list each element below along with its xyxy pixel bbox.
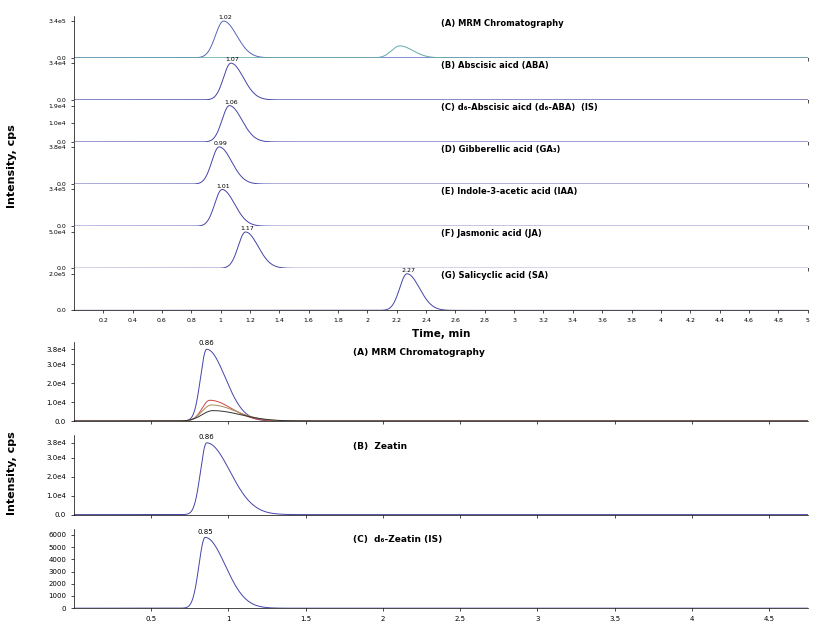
Text: (E) Indole-3-acetic acid (IAA): (E) Indole-3-acetic acid (IAA) — [441, 187, 577, 196]
Text: 1.17: 1.17 — [240, 226, 254, 231]
Text: (F) Jasmonic acid (JA): (F) Jasmonic acid (JA) — [441, 229, 541, 238]
Text: (B)  Zeatin: (B) Zeatin — [352, 441, 406, 451]
Text: 0.85: 0.85 — [197, 529, 213, 535]
Text: 1.06: 1.06 — [224, 100, 238, 105]
Text: (A) MRM Chromatography: (A) MRM Chromatography — [441, 19, 563, 28]
Text: 0.99: 0.99 — [214, 141, 227, 146]
X-axis label: Time, min: Time, min — [411, 329, 469, 339]
Text: Intensity, cps: Intensity, cps — [7, 124, 17, 208]
Text: 1.02: 1.02 — [218, 15, 232, 20]
Text: 1.01: 1.01 — [216, 184, 230, 189]
Text: 2.27: 2.27 — [401, 268, 415, 273]
Text: (C) d₆-Abscisic aicd (d₆-ABA)  (IS): (C) d₆-Abscisic aicd (d₆-ABA) (IS) — [441, 103, 597, 112]
Text: (A) MRM Chromatography: (A) MRM Chromatography — [352, 348, 484, 357]
Text: 1.07: 1.07 — [225, 58, 239, 63]
Text: 0.86: 0.86 — [198, 340, 215, 346]
Text: (G) Salicyclic acid (SA): (G) Salicyclic acid (SA) — [441, 271, 547, 280]
Text: (C)  d₆-Zeatin (IS): (C) d₆-Zeatin (IS) — [352, 535, 441, 544]
Text: Intensity, cps: Intensity, cps — [7, 431, 17, 515]
Text: (D) Gibberellic acid (GA₃): (D) Gibberellic acid (GA₃) — [441, 145, 559, 154]
Text: (B) Abscisic aicd (ABA): (B) Abscisic aicd (ABA) — [441, 61, 548, 70]
Text: 0.86: 0.86 — [198, 434, 215, 440]
